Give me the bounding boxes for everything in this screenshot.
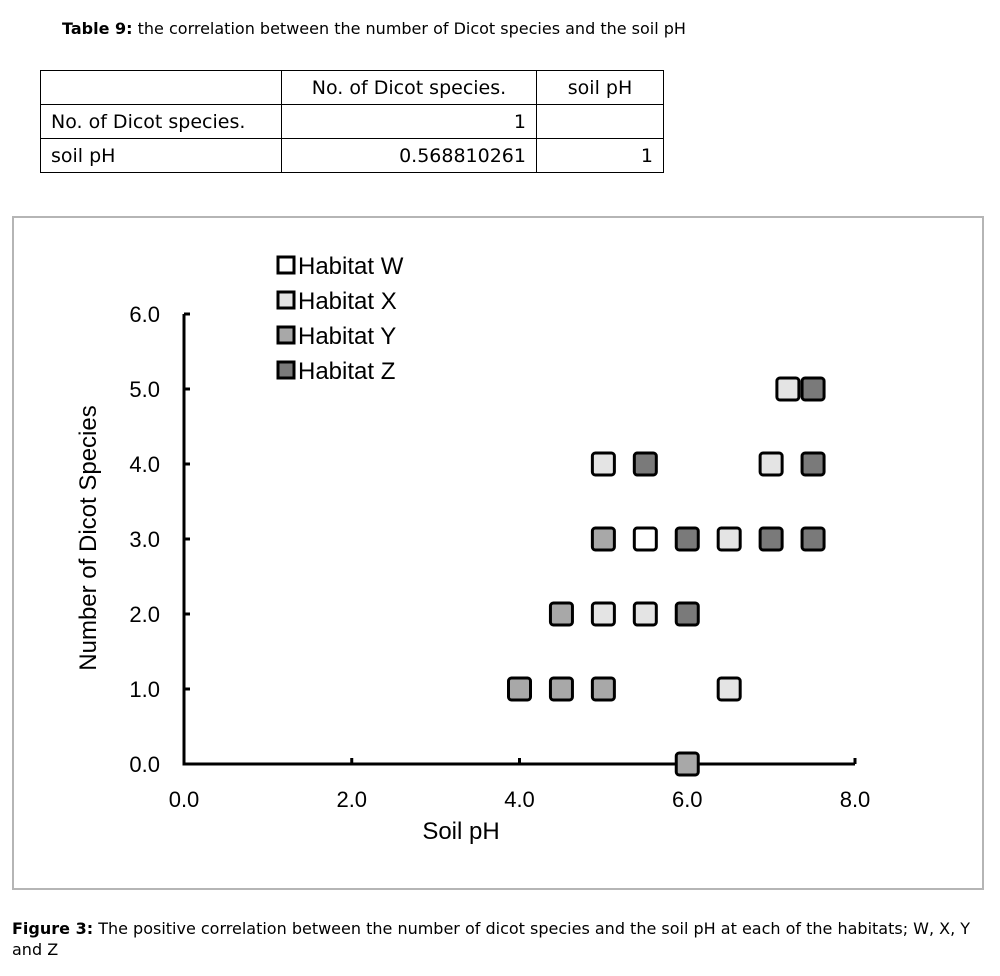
y-tick-label: 2.0 [129, 602, 160, 627]
legend-label-habitat-y: Habitat Y [298, 323, 396, 350]
table-caption: Table 9: the correlation between the num… [62, 19, 686, 38]
x-tick-label: 8.0 [840, 787, 871, 812]
cell-value: 1 [536, 138, 664, 173]
figure-caption-text: The positive correlation between the num… [12, 919, 971, 959]
x-tick-label: 0.0 [169, 787, 200, 812]
figure-caption: Figure 3: The positive correlation betwe… [12, 918, 992, 960]
correlation-table: No. of Dicot species. soil pH No. of Dic… [40, 70, 664, 173]
y-tick-label: 3.0 [129, 527, 160, 552]
data-point-habitat-y [590, 526, 616, 552]
data-point-habitat-w [632, 526, 658, 552]
x-tick-label: 2.0 [336, 787, 367, 812]
data-point-habitat-x [716, 526, 742, 552]
data-point-habitat-y [548, 676, 574, 702]
scatter-chart: 0.0 1.0 2.0 3.0 4.0 5.0 6.0 0.0 2.0 4.0 6.0 8.0 Soil… [75, 253, 871, 845]
header-cell-soil-ph: soil pH [536, 70, 664, 105]
legend-swatch-habitat-w [276, 255, 296, 275]
chart-frame: 0.0 1.0 2.0 3.0 4.0 5.0 6.0 0.0 2.0 4.0 6.0 8.0 Soil… [12, 216, 984, 890]
cell-value: 1 [281, 104, 537, 139]
y-tick-label: 0.0 [129, 752, 160, 777]
legend-label-habitat-x: Habitat X [298, 288, 397, 315]
y-tick-label: 1.0 [129, 677, 160, 702]
data-point-habitat-z [800, 376, 826, 402]
table-row: No. of Dicot species. 1 [40, 104, 664, 139]
data-point-habitat-x [758, 451, 784, 477]
table-caption-text: the correlation between the number of Di… [132, 19, 686, 38]
y-tick-label: 5.0 [129, 377, 160, 402]
data-point-habitat-x [716, 676, 742, 702]
data-point-habitat-y [507, 676, 532, 702]
x-tick-label: 4.0 [504, 787, 535, 812]
data-point-habitat-y [674, 751, 700, 777]
data-point-habitat-x [590, 451, 616, 477]
y-tick-label: 6.0 [129, 302, 160, 327]
table-header-row: No. of Dicot species. soil pH [40, 70, 664, 105]
data-point-habitat-y [548, 601, 574, 627]
legend-swatch-habitat-z [276, 360, 296, 380]
header-cell-dicot-species: No. of Dicot species. [281, 70, 537, 105]
legend-swatch-habitat-x [276, 290, 296, 310]
data-point-habitat-z [758, 526, 784, 552]
data-point-habitat-x [590, 601, 616, 627]
cell-value [536, 104, 664, 139]
y-axis-title: Number of Dicot Species [75, 405, 102, 670]
x-tick-label: 6.0 [672, 787, 703, 812]
y-tick-label: 4.0 [129, 452, 160, 477]
table-caption-label: Table 9: [62, 19, 133, 38]
data-point-habitat-x [632, 601, 658, 627]
data-point-habitat-z [800, 526, 826, 552]
legend-swatch-habitat-y [276, 325, 296, 345]
row-label-soil-ph: soil pH [40, 138, 282, 173]
x-axis-title: Soil pH [422, 818, 499, 845]
legend-label-habitat-w: Habitat W [298, 253, 404, 280]
header-cell-empty [40, 70, 282, 105]
table-row: soil pH 0.568810261 1 [40, 138, 664, 173]
data-point-habitat-z [800, 451, 826, 477]
figure-caption-label: Figure 3: [12, 919, 94, 938]
data-point-habitat-x [775, 376, 801, 402]
cell-value: 0.568810261 [281, 138, 537, 173]
data-point-habitat-z [674, 601, 700, 627]
legend-label-habitat-z: Habitat Z [298, 358, 395, 385]
row-label-dicot-species: No. of Dicot species. [40, 104, 282, 139]
data-point-habitat-z [632, 451, 658, 477]
data-point-habitat-y [590, 676, 616, 702]
data-point-habitat-z [674, 526, 700, 552]
